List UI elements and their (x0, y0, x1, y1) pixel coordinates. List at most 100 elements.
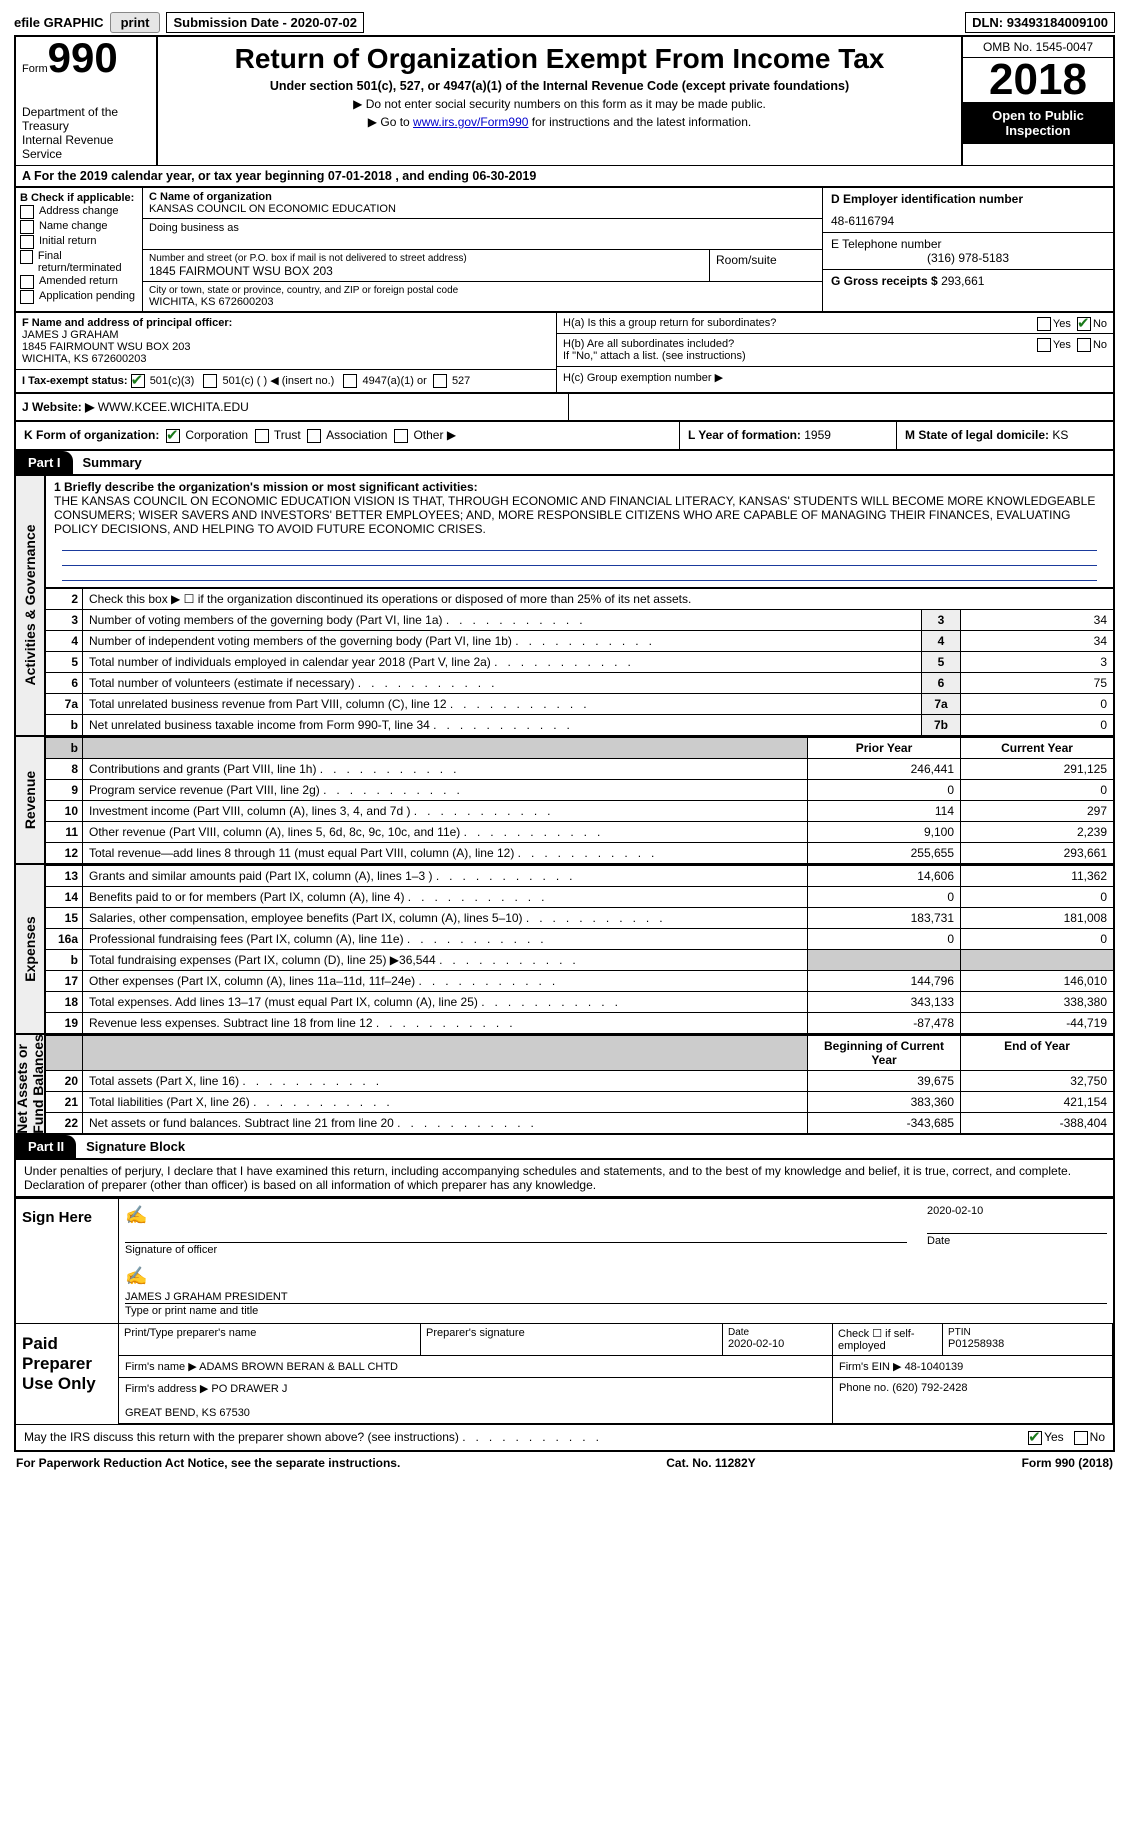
col-right: D Employer identification number 48-6116… (822, 188, 1113, 311)
cb-ha-yes[interactable] (1037, 317, 1051, 331)
prior-year-value: 9,100 (807, 822, 960, 842)
lower-right: H(a) Is this a group return for subordin… (557, 313, 1113, 392)
cb-ha-no[interactable] (1077, 317, 1091, 331)
city-cell: City or town, state or province, country… (143, 282, 822, 311)
gov-value: 34 (960, 610, 1113, 630)
phone: (316) 978-5183 (831, 251, 1105, 265)
h-b-cell: H(b) Are all subordinates included? Yes … (557, 334, 1113, 367)
dba-cell: Doing business as (143, 219, 822, 250)
lower-grid: F Name and address of principal officer:… (14, 313, 1115, 394)
gov-row: 3Number of voting members of the governi… (46, 609, 1113, 630)
prior-year-value: 255,655 (807, 843, 960, 863)
tax-status-cell: I Tax-exempt status: 501(c)(3) 501(c) ( … (16, 370, 556, 392)
gov-value: 34 (960, 631, 1113, 651)
cb-hb-yes[interactable] (1037, 338, 1051, 352)
table-row: 16aProfessional fundraising fees (Part I… (46, 928, 1113, 949)
part2-tab: Part II (16, 1135, 76, 1158)
cb-final-return[interactable] (20, 250, 33, 264)
hdr-current-year: Current Year (960, 738, 1113, 758)
open-inspection: Open to Public Inspection (963, 102, 1113, 144)
current-year-value: 0 (960, 887, 1113, 907)
identity-grid: B Check if applicable: Address change Na… (14, 188, 1115, 313)
cb-assoc[interactable] (307, 429, 321, 443)
efile-label: efile GRAPHIC (14, 15, 104, 30)
year-formation: 1959 (804, 428, 831, 442)
table-row: 8Contributions and grants (Part VIII, li… (46, 758, 1113, 779)
prior-year-value (807, 950, 960, 970)
current-year-value: 297 (960, 801, 1113, 821)
current-year-value: 11,362 (960, 866, 1113, 886)
footer-left: For Paperwork Reduction Act Notice, see … (16, 1456, 400, 1470)
table-row: 22Net assets or fund balances. Subtract … (46, 1112, 1113, 1133)
submission-date: Submission Date - 2020-07-02 (166, 12, 364, 33)
subtitle-3: ▶ Go to www.irs.gov/Form990 for instruct… (168, 115, 951, 129)
current-year-value: 0 (960, 929, 1113, 949)
website-cell: J Website: ▶ WWW.KCEE.WICHITA.EDU (16, 394, 569, 420)
city-state-zip: WICHITA, KS 672600203 (149, 296, 816, 308)
signature-area: ✍ Signature of officer 2020-02-10 Date ✍… (119, 1199, 1113, 1323)
cb-501c3[interactable] (131, 374, 145, 388)
signature-block: Sign Here ✍ Signature of officer 2020-02… (14, 1198, 1115, 1452)
prior-year-value: 343,133 (807, 992, 960, 1012)
prior-year-value: 0 (807, 780, 960, 800)
current-year-value: 338,380 (960, 992, 1113, 1012)
prior-year-value: 39,675 (807, 1071, 960, 1091)
firm-phone: (620) 792-2428 (892, 1382, 967, 1394)
table-row: 12Total revenue—add lines 8 through 11 (… (46, 842, 1113, 863)
cb-amended[interactable] (20, 275, 34, 289)
cb-initial-return[interactable] (20, 235, 34, 249)
prior-year-value: 246,441 (807, 759, 960, 779)
tax-year: 2018 (963, 58, 1113, 102)
cb-501c[interactable] (203, 374, 217, 388)
vtab-net-assets: Net Assets or Fund Balances (16, 1035, 46, 1133)
gov-value: 75 (960, 673, 1113, 693)
header-left: Form990 Department of the Treasury Inter… (16, 37, 158, 165)
footer-right: Form 990 (2018) (1022, 1456, 1113, 1470)
cb-trust[interactable] (255, 429, 269, 443)
current-year-value (960, 950, 1113, 970)
officer-addr: 1845 FAIRMOUNT WSU BOX 203 WICHITA, KS 6… (22, 341, 550, 365)
cb-discuss-no[interactable] (1074, 1431, 1088, 1445)
print-button[interactable]: print (110, 12, 161, 33)
gross-receipts: 293,661 (941, 274, 984, 288)
table-row: bTotal fundraising expenses (Part IX, co… (46, 949, 1113, 970)
cb-name-change[interactable] (20, 220, 34, 234)
addr-row: Number and street (or P.O. box if mail i… (143, 250, 822, 282)
prior-year-value: -343,685 (807, 1113, 960, 1133)
cb-address-change[interactable] (20, 205, 34, 219)
row-j: J Website: ▶ WWW.KCEE.WICHITA.EDU (14, 394, 1115, 422)
table-row: 9Program service revenue (Part VIII, lin… (46, 779, 1113, 800)
cb-discuss-yes[interactable] (1028, 1431, 1042, 1445)
cb-app-pending[interactable] (20, 290, 34, 304)
cb-527[interactable] (433, 374, 447, 388)
cb-hb-no[interactable] (1077, 338, 1091, 352)
cb-corp[interactable] (166, 429, 180, 443)
gov-row: 4Number of independent voting members of… (46, 630, 1113, 651)
sign-date: 2020-02-10 (927, 1205, 1107, 1217)
part2-header: Part II Signature Block (14, 1135, 1115, 1160)
website: WWW.KCEE.WICHITA.EDU (94, 400, 248, 414)
cb-other[interactable] (394, 429, 408, 443)
current-year-value: 32,750 (960, 1071, 1113, 1091)
part2-title: Signature Block (76, 1135, 195, 1158)
mid-col: C Name of organization KANSAS COUNCIL ON… (143, 188, 822, 311)
self-employed-check: Check ☐ if self-employed (833, 1324, 943, 1356)
current-year-value: 291,125 (960, 759, 1113, 779)
state-domicile: KS (1052, 428, 1068, 442)
cb-4947[interactable] (343, 374, 357, 388)
section-expenses: Expenses 13Grants and similar amounts pa… (14, 865, 1115, 1035)
mission-text: THE KANSAS COUNCIL ON ECONOMIC EDUCATION… (54, 494, 1105, 536)
hdr-end-year: End of Year (960, 1036, 1113, 1070)
table-row: 10Investment income (Part VIII, column (… (46, 800, 1113, 821)
h-c-cell: H(c) Group exemption number ▶ (557, 367, 1113, 388)
prior-year-value: 183,731 (807, 908, 960, 928)
table-row: 20Total assets (Part X, line 16)39,67532… (46, 1070, 1113, 1091)
top-bar: efile GRAPHIC print Submission Date - 20… (14, 12, 1115, 33)
gov-row: 2Check this box ▶ ☐ if the organization … (46, 588, 1113, 609)
hdr-begin-year: Beginning of Current Year (807, 1036, 960, 1070)
irs-link[interactable]: www.irs.gov/Form990 (413, 115, 528, 129)
na-header-row: Beginning of Current Year End of Year (46, 1035, 1113, 1070)
ptin: P01258938 (948, 1338, 1107, 1350)
prior-year-value: -87,478 (807, 1013, 960, 1033)
table-row: 19Revenue less expenses. Subtract line 1… (46, 1012, 1113, 1033)
